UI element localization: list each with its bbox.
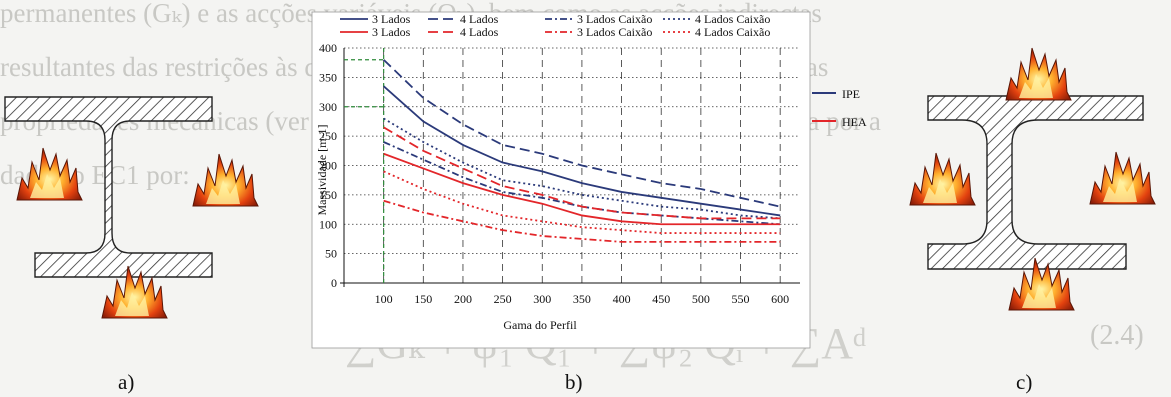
- legend-label: 4 Lados Caixão: [695, 12, 770, 26]
- legend-label: 4 Lados: [460, 25, 499, 39]
- series-line-hea: [383, 199, 781, 243]
- y-axis-label: Massividade [m-1]: [315, 125, 329, 216]
- profile-legend-label: IPE: [842, 87, 860, 101]
- chart-series: [383, 59, 781, 243]
- legend-label: 3 Lados: [372, 12, 411, 26]
- legend-label: 3 Lados Caixão: [577, 25, 652, 39]
- x-tick-label: 500: [692, 292, 710, 306]
- x-tick-label: 600: [771, 292, 789, 306]
- fire-icon: [192, 153, 259, 207]
- i-beam-a: [4, 96, 213, 278]
- y-tick-label: 350: [319, 70, 337, 84]
- y-tick-label: 200: [319, 159, 337, 173]
- x-tick-label: 200: [454, 292, 472, 306]
- series-line-hea: [383, 126, 781, 220]
- figure-label-b: b): [565, 370, 583, 394]
- equation-number: (2.4): [1090, 320, 1144, 351]
- x-tick-label: 100: [375, 292, 393, 306]
- series-line-ipe: [383, 117, 781, 220]
- y-tick-label: 150: [319, 188, 337, 202]
- chart-legend: 3 Lados 4 Lados 3 Lados Caixão 4 Lados Caix…: [340, 12, 770, 39]
- series-line-ipe: [383, 59, 781, 208]
- profile-legend-label: HEA: [842, 115, 867, 129]
- series-line-ipe: [383, 85, 781, 217]
- figure-label-c: c): [1016, 370, 1033, 394]
- x-tick-label: 250: [494, 292, 512, 306]
- figure-label-a: a): [118, 370, 135, 394]
- x-tick-label: 350: [573, 292, 591, 306]
- x-tick-label: 450: [652, 292, 670, 306]
- y-tick-label: 250: [319, 129, 337, 143]
- legend-label: 4 Lados Caixão: [695, 25, 770, 39]
- massivity-chart: 0 50 100 150 200 250 300 350 400 100 150 200 250 300 3…: [311, 11, 867, 349]
- i-beam-c: [927, 95, 1144, 270]
- tick-labels: 0 50 100 150 200 250 300 350 400 100 150 200 250 300 3…: [319, 41, 789, 306]
- chart-grid: [344, 47, 800, 283]
- chart-frame: [311, 11, 811, 349]
- series-line-hea: [383, 152, 781, 226]
- x-axis-label: Gama do Perfil: [503, 318, 577, 332]
- legend-label: 4 Lados: [460, 12, 499, 26]
- fire-icon: [16, 147, 83, 201]
- fire-icon: [909, 152, 976, 206]
- y-tick-label: 100: [319, 217, 337, 231]
- chart-axes: [340, 48, 800, 287]
- profile-legend: IPE HEA: [812, 87, 867, 129]
- fire-icon: [1005, 47, 1072, 101]
- x-tick-label: 400: [613, 292, 631, 306]
- y-tick-label: 0: [331, 276, 337, 290]
- series-line-hea: [383, 170, 781, 234]
- legend-label: 3 Lados: [372, 25, 411, 39]
- x-tick-label: 550: [732, 292, 750, 306]
- y-tick-label: 300: [319, 100, 337, 114]
- legend-label: 3 Lados Caixão: [577, 12, 652, 26]
- x-tick-label: 300: [533, 292, 551, 306]
- x-tick-label: 150: [414, 292, 432, 306]
- y-tick-label: 400: [319, 41, 337, 55]
- y-tick-label: 50: [325, 247, 337, 261]
- fire-icon: [1089, 151, 1156, 205]
